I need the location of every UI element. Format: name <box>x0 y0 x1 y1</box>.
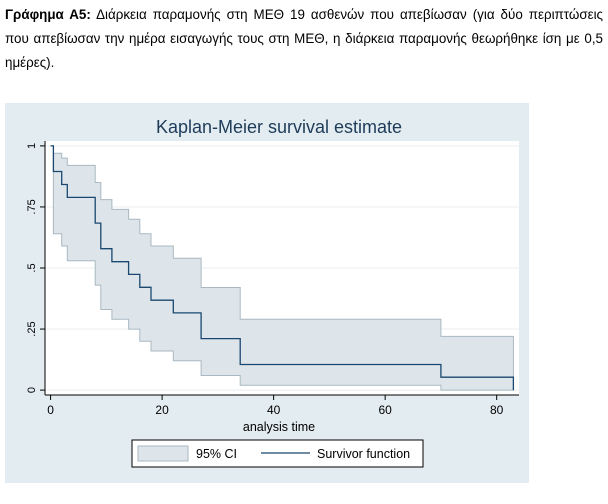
legend-ci-label: 95% CI <box>196 447 237 461</box>
chart-title: Kaplan-Meier survival estimate <box>156 117 402 137</box>
x-axis-label: analysis time <box>243 420 315 434</box>
x-tick-label: 80 <box>490 403 504 417</box>
ci-band <box>50 145 514 391</box>
x-tick-label: 40 <box>267 403 281 417</box>
y-tick-label: .25 <box>26 321 38 336</box>
km-chart: 0 .25 .5 .75 1 0 20 40 60 80 Kaplan-Meier surviva… <box>5 103 529 483</box>
y-tick-label: 1 <box>26 143 38 149</box>
x-tick-label: 20 <box>155 403 169 417</box>
x-tick-label: 60 <box>378 403 392 417</box>
caption-text: Διάρκεια παραμονής στη ΜΕΘ 19 ασθενών πο… <box>5 7 604 70</box>
survivor-function-line <box>50 145 515 391</box>
survivor-line-group <box>50 145 515 391</box>
legend-ci-swatch <box>137 445 189 462</box>
axes: 0 .25 .5 .75 1 0 20 40 60 80 <box>26 141 519 417</box>
legend: 95% CI Survivor function <box>131 439 424 468</box>
x-tick-label: 0 <box>47 403 54 417</box>
y-tick-label: 0 <box>26 387 38 393</box>
y-tick-label: .75 <box>26 199 38 214</box>
caption-label: Γράφημα Α5: <box>5 7 91 22</box>
ci-band-group <box>50 145 514 391</box>
km-figure: 0 .25 .5 .75 1 0 20 40 60 80 Kaplan-Meier surviva… <box>5 103 529 483</box>
y-tick-label: .5 <box>26 263 38 272</box>
legend-survivor-label: Survivor function <box>317 447 410 461</box>
figure-caption: Γράφημα Α5: Διάρκεια παραμονής στη ΜΕΘ 1… <box>5 3 603 75</box>
